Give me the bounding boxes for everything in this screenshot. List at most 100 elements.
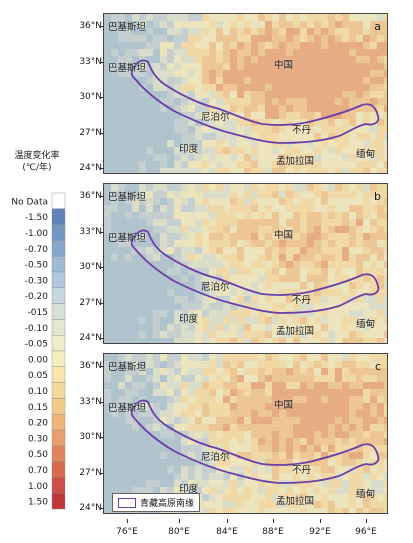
lat-tick <box>101 168 104 169</box>
plateau-southern-boundary <box>130 399 380 484</box>
panel-label: c <box>374 360 381 373</box>
legend-title-line2: (℃/年) <box>22 163 52 173</box>
lat-tick <box>101 338 104 339</box>
map-panel-b: b 巴基斯坦 巴基斯坦 中国 尼泊尔 不丹 印度 孟加拉国 缅甸 <box>103 183 388 344</box>
legend-label: 1.00 <box>28 482 48 492</box>
lat-label: 33°N <box>79 397 102 407</box>
legend-swatch <box>51 287 66 304</box>
temperature-raster <box>104 354 387 513</box>
legend-label: No Data <box>11 197 48 207</box>
lat-label: 36°N <box>79 191 102 201</box>
place-name-pakistan: 巴基斯坦 <box>108 403 147 414</box>
lat-tick <box>101 402 104 403</box>
lat-tick <box>101 473 104 474</box>
legend-label: 0.30 <box>28 434 48 444</box>
legend-swatch <box>51 271 66 289</box>
place-name-myanmar: 缅甸 <box>356 489 376 500</box>
place-name-bhutan: 不丹 <box>292 295 312 306</box>
legend-swatch <box>51 240 66 257</box>
map-panel-a: a 巴基斯坦 巴基斯坦 中国 尼泊尔 不丹 印度 孟加拉国 缅甸 <box>103 13 388 174</box>
legend-label: 0.05 <box>28 371 48 381</box>
lon-label: 92°E <box>309 527 331 537</box>
lon-tick <box>366 519 367 523</box>
legend-label: 0.00 <box>28 355 48 365</box>
place-name-bangladesh: 孟加拉国 <box>276 326 315 337</box>
lat-label: 24°N <box>79 163 102 173</box>
lat-tick <box>101 26 104 27</box>
lon-tick <box>273 519 274 523</box>
panel-label: b <box>374 190 381 203</box>
place-name-pakistan: 巴基斯坦 <box>108 192 147 203</box>
lon-tick <box>179 519 180 523</box>
legend-label: 0.15 <box>28 403 48 413</box>
place-name-nepal: 尼泊尔 <box>201 282 230 293</box>
place-name-pakistan: 巴基斯坦 <box>108 63 147 74</box>
legend-label: 1.50 <box>28 498 48 508</box>
lon-label: 96°E <box>355 527 377 537</box>
place-name-india: 印度 <box>179 314 199 325</box>
lat-tick <box>101 267 104 268</box>
legend-swatch <box>51 350 66 368</box>
lat-tick <box>101 366 104 367</box>
legend-label: 0.70 <box>28 466 48 476</box>
color-legend: No Data -1.50 -1.00 -0.70 -0.50 -0.30 -0.20 -01… <box>11 192 66 510</box>
lat-label: 27°N <box>79 468 102 478</box>
lon-label: 80°E <box>168 527 190 537</box>
temperature-raster <box>104 14 387 173</box>
lat-tick <box>101 303 104 304</box>
legend-label: -015 <box>28 308 48 318</box>
legend-label: 0.50 <box>28 450 48 460</box>
lat-tick <box>101 196 104 197</box>
plateau-southern-boundary <box>130 229 380 314</box>
legend-label: -0.10 <box>25 324 49 334</box>
lat-tick <box>101 62 104 63</box>
map-panel-c: c 巴基斯坦 巴基斯坦 中国 尼泊尔 不丹 印度 孟加拉国 缅甸 青藏高原南缘 <box>103 353 388 514</box>
legend-swatch <box>51 477 66 494</box>
legend-title-line1: 温度变化率 <box>14 151 60 161</box>
legend-label: 0.10 <box>28 387 48 397</box>
place-name-pakistan: 巴基斯坦 <box>108 22 147 33</box>
place-name-myanmar: 缅甸 <box>356 319 376 330</box>
lat-label: 33°N <box>79 57 102 67</box>
place-name-nepal: 尼泊尔 <box>201 112 230 123</box>
legend-title: 温度变化率 (℃/年) <box>6 150 68 174</box>
lat-tick <box>101 508 104 509</box>
legend-swatch <box>51 208 66 225</box>
lat-label: 30°N <box>79 262 102 272</box>
legend-swatch <box>51 445 66 462</box>
legend-swatch <box>51 303 66 320</box>
lat-label: 36°N <box>79 21 102 31</box>
boundary-legend: 青藏高原南缘 <box>112 493 201 512</box>
lon-label: 84°E <box>216 527 238 537</box>
lat-label: 27°N <box>79 128 102 138</box>
legend-label: -0.30 <box>25 276 49 286</box>
place-name-bangladesh: 孟加拉国 <box>276 156 315 167</box>
boundary-legend-label: 青藏高原南缘 <box>140 499 195 509</box>
place-name-pakistan: 巴基斯坦 <box>108 362 147 373</box>
place-name-india: 印度 <box>179 144 199 155</box>
lat-label: 30°N <box>79 92 102 102</box>
lat-label: 36°N <box>79 361 102 371</box>
legend-label: -1.50 <box>25 213 49 223</box>
lat-label: 27°N <box>79 298 102 308</box>
place-name-china: 中国 <box>274 400 294 411</box>
plateau-southern-boundary <box>130 59 380 144</box>
legend-swatch <box>51 256 66 273</box>
legend-label: -0.05 <box>25 340 48 350</box>
lon-label: 88°E <box>262 527 284 537</box>
legend-label: -0.70 <box>25 245 49 255</box>
place-name-bhutan: 不丹 <box>292 125 312 136</box>
lat-label: 30°N <box>79 432 102 442</box>
legend-swatch <box>51 398 66 415</box>
legend-swatch <box>51 493 66 510</box>
lat-label: 24°N <box>79 503 102 513</box>
lon-tick <box>227 519 228 523</box>
lat-label: 33°N <box>79 227 102 237</box>
legend-label: -1.00 <box>25 229 49 239</box>
place-name-nepal: 尼泊尔 <box>201 452 230 463</box>
legend-swatch <box>51 429 66 447</box>
place-name-pakistan: 巴基斯坦 <box>108 233 147 244</box>
legend-swatch <box>51 366 66 383</box>
legend-label: -0.20 <box>25 292 49 302</box>
place-name-myanmar: 缅甸 <box>356 149 376 160</box>
